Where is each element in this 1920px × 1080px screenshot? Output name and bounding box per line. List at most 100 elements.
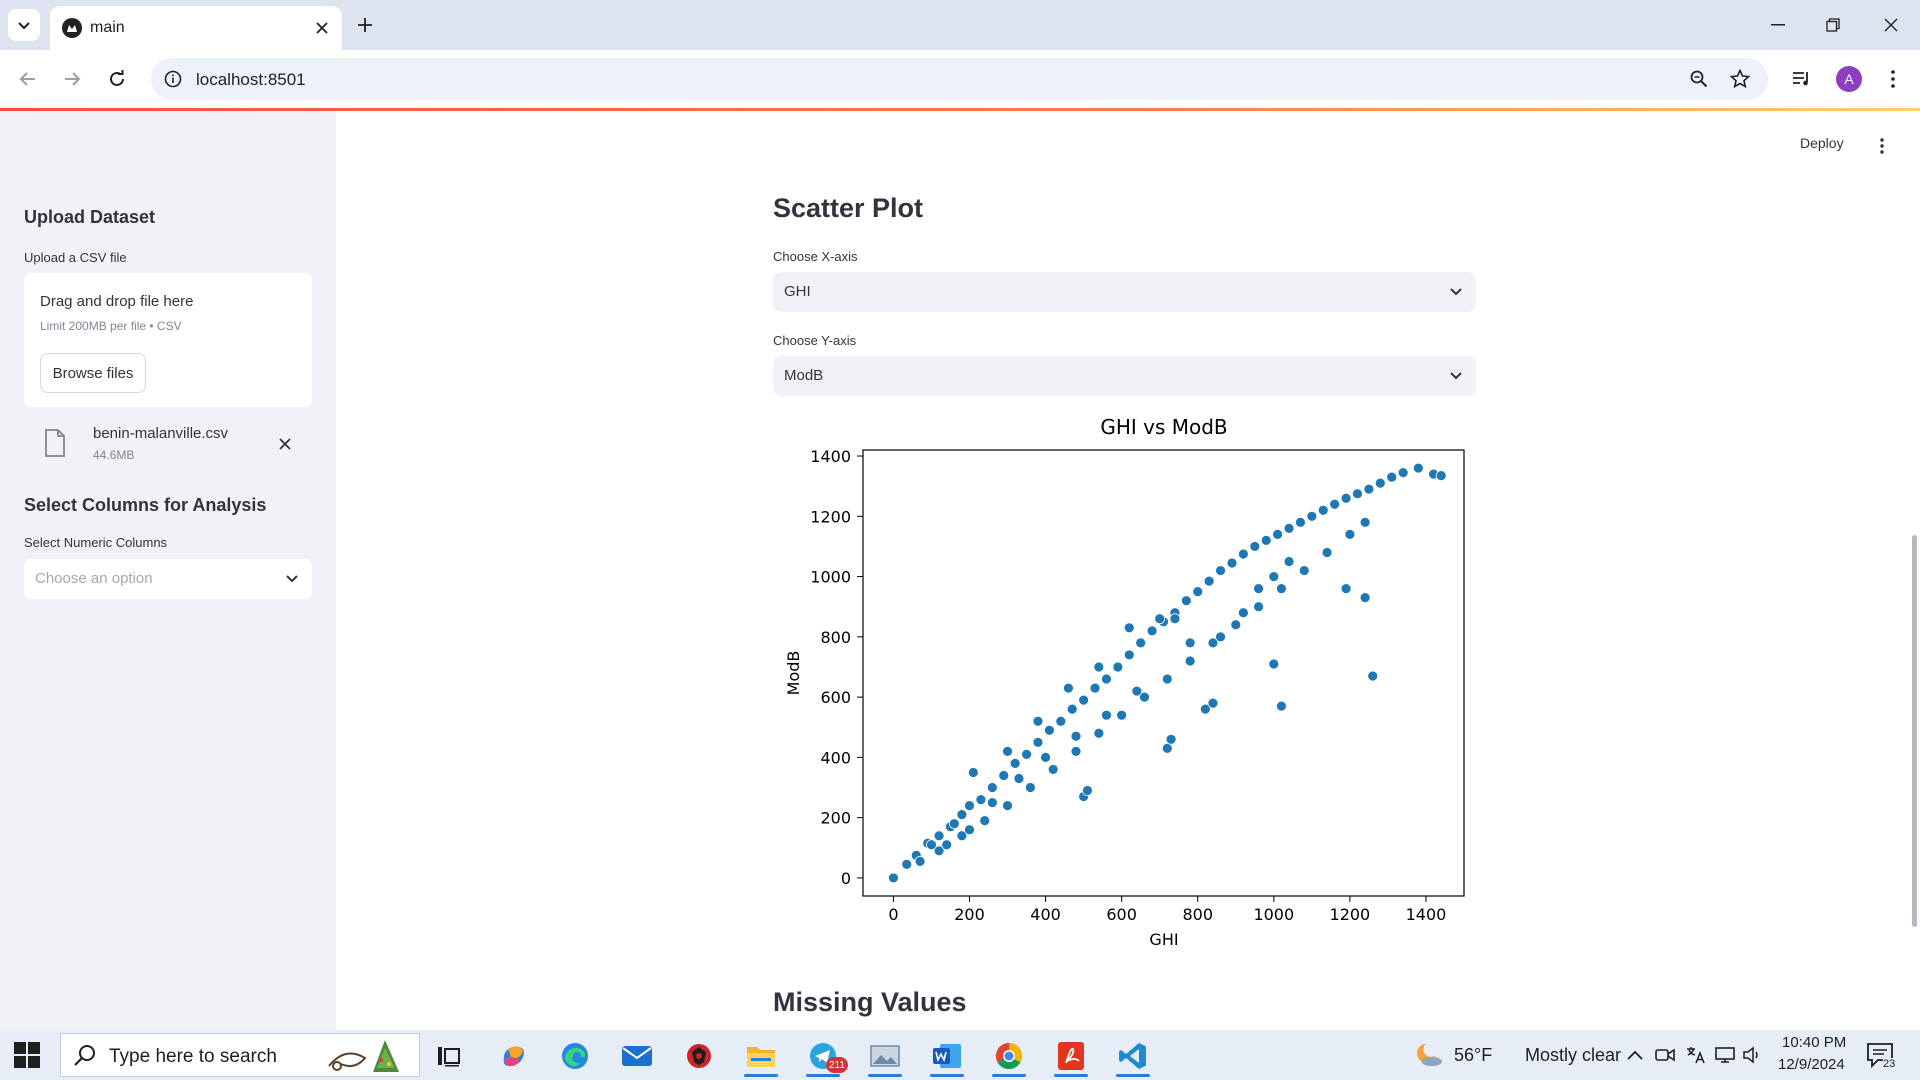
scatter-point (975, 794, 987, 805)
reload-icon[interactable] (100, 62, 134, 96)
profile-avatar[interactable]: A (1836, 66, 1862, 92)
sidebar: Upload Dataset Upload a CSV file Drag an… (0, 111, 336, 1030)
scatter-point (1329, 498, 1341, 510)
x-tick-label: 1200 (1330, 905, 1371, 924)
zoom-icon[interactable] (1687, 67, 1711, 91)
clock-time[interactable]: 10:40 PM (1782, 1034, 1847, 1051)
tray-chevron-up-icon[interactable] (1624, 1044, 1646, 1066)
scatter-point (1344, 528, 1356, 540)
network-icon[interactable] (1714, 1044, 1736, 1066)
copilot-icon[interactable] (488, 1035, 538, 1077)
scatter-point (1078, 694, 1090, 706)
deploy-button[interactable]: Deploy (1800, 135, 1844, 151)
browser-menu-icon[interactable] (1876, 62, 1910, 96)
volume-icon[interactable] (1742, 1044, 1764, 1066)
scatter-point (1169, 613, 1181, 625)
scatter-point (1237, 607, 1249, 619)
scatter-point (1024, 782, 1036, 793)
scatter-point (1112, 661, 1124, 673)
page-scrollbar[interactable] (1912, 535, 1917, 927)
scatter-point (1082, 785, 1093, 796)
task-view-icon[interactable] (424, 1035, 474, 1077)
numeric-columns-label: Select Numeric Columns (24, 535, 168, 550)
security-app-icon[interactable] (674, 1035, 724, 1077)
scatter-point (1321, 547, 1333, 558)
back-icon[interactable] (11, 62, 45, 96)
numeric-columns-placeholder: Choose an option (35, 570, 153, 587)
mail-icon[interactable] (612, 1035, 662, 1077)
new-tab-icon[interactable] (352, 12, 378, 38)
missing-values-heading: Missing Values (773, 987, 967, 1017)
scatter-point (1260, 535, 1272, 546)
file-name: benin-malanville.csv (93, 425, 229, 442)
scatter-point (1123, 649, 1135, 661)
scatter-point (1215, 565, 1226, 576)
scatter-point (986, 797, 998, 808)
scatter-point (1207, 637, 1219, 649)
scatter-point (1237, 548, 1249, 560)
y-axis-select[interactable]: ModB (773, 356, 1476, 396)
acrobat-icon[interactable] (1046, 1035, 1096, 1077)
chrome-icon[interactable] (984, 1035, 1034, 1077)
scatter-point (1207, 697, 1219, 709)
site-info-icon[interactable] (161, 67, 185, 91)
forward-icon[interactable] (55, 62, 89, 96)
x-tick-label: 200 (954, 905, 985, 924)
scatter-plot-heading: Scatter Plot (773, 193, 924, 223)
telegram-icon[interactable]: 211 (798, 1035, 848, 1077)
chart-title: GHI vs ModB (1100, 415, 1227, 439)
app-menu-icon[interactable] (1870, 134, 1894, 158)
browse-files-button[interactable]: Browse files (40, 353, 146, 393)
word-icon[interactable] (922, 1035, 972, 1077)
scatter-point (1199, 703, 1211, 715)
file-dropzone[interactable]: Drag and drop file here Limit 200MB per … (24, 273, 312, 407)
scatter-point (1002, 800, 1013, 811)
language-icon[interactable] (1684, 1044, 1706, 1066)
scatter-point (1184, 637, 1196, 649)
tab-close-icon[interactable] (312, 18, 332, 38)
restore-icon[interactable] (1813, 8, 1853, 42)
media-controls-icon[interactable] (1785, 62, 1819, 96)
scatter-point (1283, 556, 1295, 567)
remove-file-icon[interactable] (274, 433, 296, 455)
taskbar-search[interactable]: Type here to search (60, 1033, 420, 1077)
scatter-point (1276, 700, 1287, 712)
scatter-point (933, 845, 945, 857)
notification-icon[interactable] (1866, 1042, 1900, 1070)
x-axis-select[interactable]: GHI (773, 272, 1476, 312)
scatter-point (1146, 625, 1158, 637)
address-bar[interactable]: localhost:8501 (151, 58, 1768, 100)
scatter-point (1043, 724, 1055, 736)
scatter-point (1161, 673, 1173, 685)
meet-now-icon[interactable] (1654, 1044, 1676, 1066)
scatter-point (1066, 703, 1078, 715)
edge-icon[interactable] (550, 1035, 600, 1077)
search-icon (74, 1045, 95, 1066)
browser-tab-bar: main (0, 0, 1920, 50)
window-close-icon[interactable] (1871, 8, 1911, 42)
scatter-point (1203, 575, 1215, 587)
chevron-down-icon (18, 22, 30, 30)
scatter-point (1215, 631, 1226, 643)
windows-start-icon[interactable] (14, 1042, 40, 1068)
file-explorer-icon[interactable] (736, 1035, 786, 1077)
y-tick-label: 1200 (810, 507, 851, 526)
x-axis-label: Choose X-axis (773, 249, 858, 264)
x-tick-label: 800 (1182, 905, 1213, 924)
tab-search-button[interactable] (8, 9, 40, 41)
scatter-point (1340, 583, 1352, 595)
numeric-columns-select[interactable]: Choose an option (24, 559, 312, 599)
weather-moon-icon[interactable] (1412, 1042, 1446, 1068)
y-axis-label: Choose Y-axis (773, 333, 857, 348)
bookmark-star-icon[interactable] (1728, 67, 1752, 91)
scatter-point (1093, 661, 1105, 673)
scatter-point (1154, 613, 1166, 625)
browser-tab[interactable]: main (50, 6, 342, 50)
photos-icon[interactable] (860, 1035, 910, 1077)
scatter-point (1013, 773, 1025, 784)
vscode-icon[interactable] (1108, 1035, 1158, 1077)
minimize-icon[interactable] (1758, 8, 1798, 42)
chevron-down-icon (1448, 368, 1464, 384)
clock-date[interactable]: 12/9/2024 (1778, 1056, 1845, 1073)
scatter-chart: GHI vs ModB 0 200 400 600 800 1000 1200 1400 0 2… (784, 415, 1465, 949)
